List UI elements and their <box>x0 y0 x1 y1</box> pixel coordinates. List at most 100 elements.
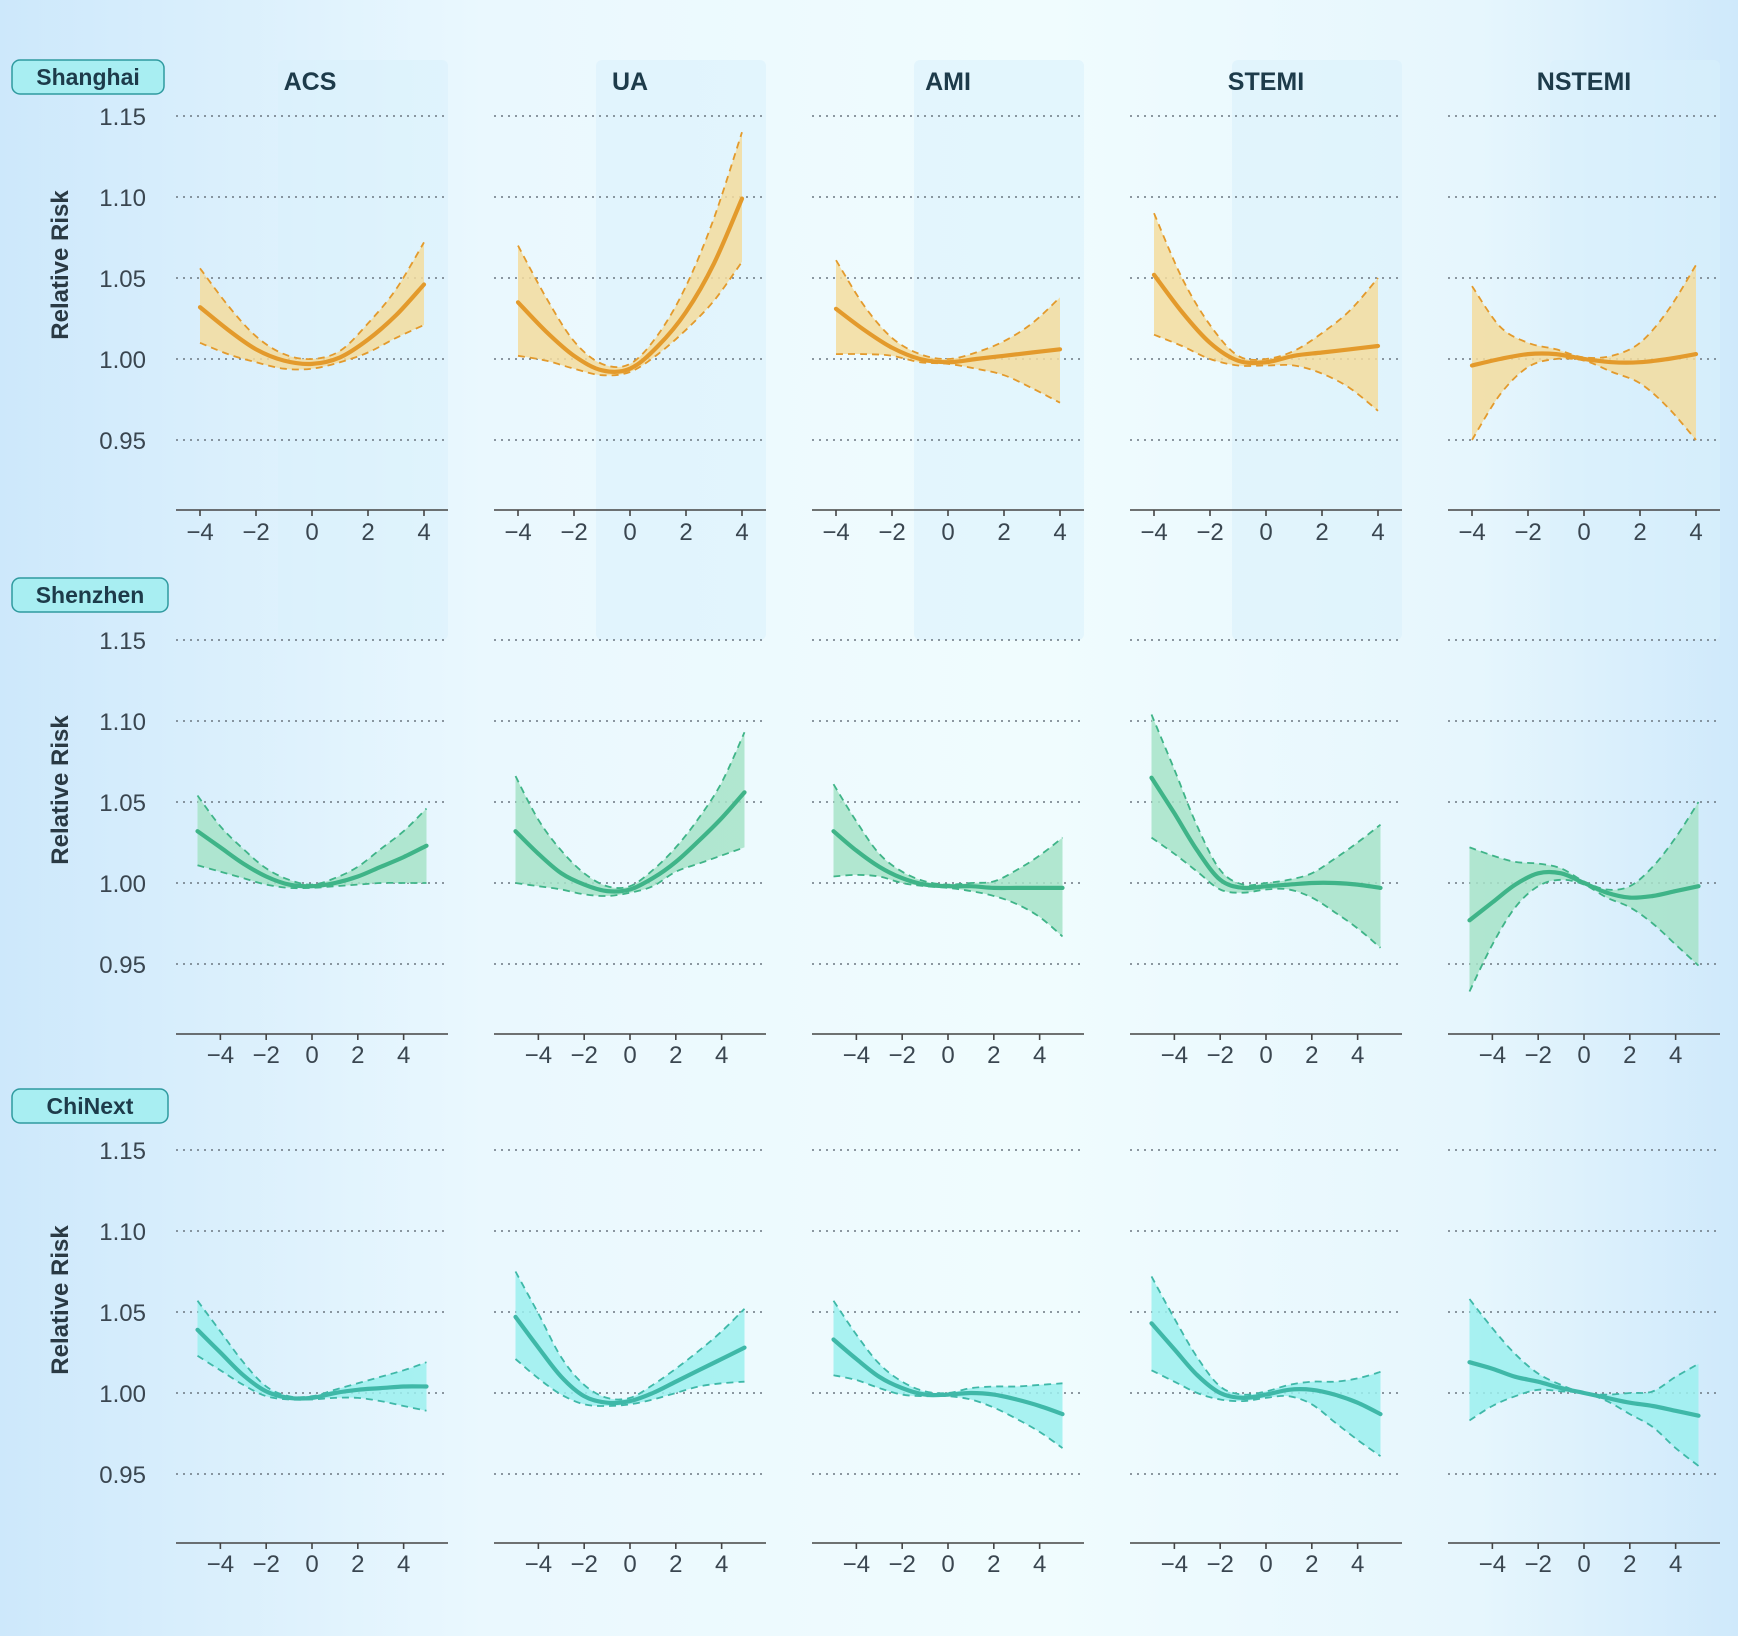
ci-band <box>833 784 1063 937</box>
ci-band <box>515 1271 745 1407</box>
ci-upper-line <box>1150 714 1382 887</box>
column-title-acs: ACS <box>284 68 337 96</box>
ci-upper-line <box>1468 1298 1699 1396</box>
panel-chinext-acs: −4 −2 0 2 4 <box>176 1149 448 1578</box>
x-tick-label-1: −2 <box>252 1042 279 1069</box>
ci-upper-line <box>1150 1275 1381 1396</box>
x-tick-label-4: 4 <box>735 519 748 546</box>
ci-band <box>1151 714 1381 948</box>
panel-shenzhen-ami: −4 −2 0 2 4 <box>812 639 1084 1069</box>
x-tick-label-3: 2 <box>1633 519 1646 546</box>
x-tick-label-4: 4 <box>1351 1042 1364 1069</box>
x-tick-label-2: 0 <box>1577 519 1590 546</box>
ci-lower-line <box>199 324 425 371</box>
column-title-ua: UA <box>612 68 648 96</box>
y-axis-label-shanghai: Relative Risk <box>47 190 74 340</box>
row-label-chinext: ChiNext <box>47 1093 134 1119</box>
x-tick-label-2: 0 <box>623 1551 636 1578</box>
x-tick-label-4: 4 <box>417 519 430 546</box>
x-tick-label-3: 2 <box>669 1551 682 1578</box>
x-tick-label-1: −2 <box>560 519 587 546</box>
y-tick-label-shanghai-3: 1.00 <box>99 347 146 374</box>
rr-line <box>1467 869 1701 923</box>
x-tick-label-1: −2 <box>1206 1551 1233 1578</box>
x-tick-label-3: 2 <box>669 1042 682 1069</box>
x-tick-label-4: 4 <box>715 1551 728 1578</box>
x-tick-label-4: 4 <box>1669 1551 1682 1578</box>
panels: ACS UA AMI STEMI NSTEMI Shanghai Relative Risk… <box>11 59 1720 1578</box>
x-tick-label-4: 4 <box>1033 1551 1046 1578</box>
ci-lower-line <box>514 1358 745 1407</box>
x-tick-label-2: 0 <box>941 519 954 546</box>
x-tick-label-4: 4 <box>1689 519 1702 546</box>
x-tick-label-1: −2 <box>1206 1042 1233 1069</box>
rr-line <box>195 829 429 889</box>
x-tick-label-4: 4 <box>1351 1551 1364 1578</box>
x-tick-label-2: 0 <box>305 519 318 546</box>
x-tick-label-2: 0 <box>941 1042 954 1069</box>
y-tick-label-shenzhen-2: 1.05 <box>99 790 146 817</box>
x-tick-label-0: −4 <box>525 1551 552 1578</box>
column-title-stemi: STEMI <box>1228 68 1304 96</box>
ci-lower-line <box>197 864 427 890</box>
ci-lower-line <box>833 873 1064 938</box>
rr-line <box>831 829 1065 891</box>
ci-upper-line <box>199 241 425 360</box>
x-tick-label-2: 0 <box>941 1551 954 1578</box>
ci-band <box>197 795 427 889</box>
x-tick-label-3: 2 <box>361 519 374 546</box>
x-tick-label-1: −2 <box>878 519 905 546</box>
row-label-shanghai: Shanghai <box>36 64 140 90</box>
y-tick-label-chinext-3: 1.00 <box>99 1381 146 1408</box>
x-tick-label-0: −4 <box>822 519 849 546</box>
rr-line <box>1469 351 1699 368</box>
ci-band <box>833 1300 1063 1449</box>
ci-lower-line <box>1150 836 1382 949</box>
ci-band <box>1151 1276 1381 1457</box>
x-tick-label-3: 2 <box>1623 1551 1636 1578</box>
x-tick-label-0: −4 <box>186 519 213 546</box>
panel-shanghai-ua: −4 −2 0 2 4 <box>494 115 766 546</box>
panel-shanghai-stemi: −4 −2 0 2 4 <box>1130 115 1402 546</box>
ci-band <box>1472 265 1696 440</box>
x-tick-label-4: 4 <box>397 1551 410 1578</box>
x-tick-label-0: −4 <box>1161 1551 1188 1578</box>
x-tick-label-3: 2 <box>987 1551 1000 1578</box>
panel-chinext-ami: −4 −2 0 2 4 <box>812 1149 1084 1578</box>
x-tick-label-4: 4 <box>1033 1042 1046 1069</box>
rr-line <box>195 1327 429 1401</box>
x-tick-label-2: 0 <box>305 1551 318 1578</box>
x-tick-label-1: −2 <box>1524 1551 1551 1578</box>
x-tick-label-0: −4 <box>525 1042 552 1069</box>
column-title-nstemi: NSTEMI <box>1537 68 1631 96</box>
y-tick-label-chinext-1: 1.10 <box>99 1219 146 1246</box>
panel-chinext-ua: −4 −2 0 2 4 <box>494 1149 766 1578</box>
x-tick-label-0: −4 <box>504 519 531 546</box>
rr-line <box>1149 775 1383 891</box>
ci-upper-line <box>517 131 743 368</box>
x-tick-label-3: 2 <box>679 519 692 546</box>
x-tick-label-3: 2 <box>1305 1042 1318 1069</box>
x-tick-label-2: 0 <box>1259 1042 1272 1069</box>
ci-lower-line <box>1151 1369 1382 1457</box>
x-tick-label-3: 2 <box>1305 1551 1318 1578</box>
y-axis-label-shenzhen: Relative Risk <box>47 715 74 865</box>
panel-chinext-stemi: −4 −2 0 2 4 <box>1130 1149 1402 1578</box>
x-tick-label-3: 2 <box>351 1551 364 1578</box>
panel-shenzhen-stemi: −4 −2 0 2 4 <box>1130 639 1402 1069</box>
x-tick-label-4: 4 <box>1669 1042 1682 1069</box>
x-tick-label-0: −4 <box>1479 1042 1506 1069</box>
row-label-box-shanghai <box>11 59 165 95</box>
x-tick-label-1: −2 <box>888 1042 915 1069</box>
panel-shenzhen-acs: −4 −2 0 2 4 <box>176 639 448 1069</box>
ci-upper-line <box>514 1271 746 1401</box>
y-tick-label-chinext-2: 1.05 <box>99 1300 146 1327</box>
y-tick-label-chinext-0: 1.15 <box>99 1138 146 1165</box>
ci-band <box>515 732 745 897</box>
x-tick-label-1: −2 <box>570 1551 597 1578</box>
y-tick-label-shenzhen-4: 0.95 <box>99 952 146 979</box>
rr-line <box>833 306 1063 365</box>
x-tick-label-3: 2 <box>351 1042 364 1069</box>
